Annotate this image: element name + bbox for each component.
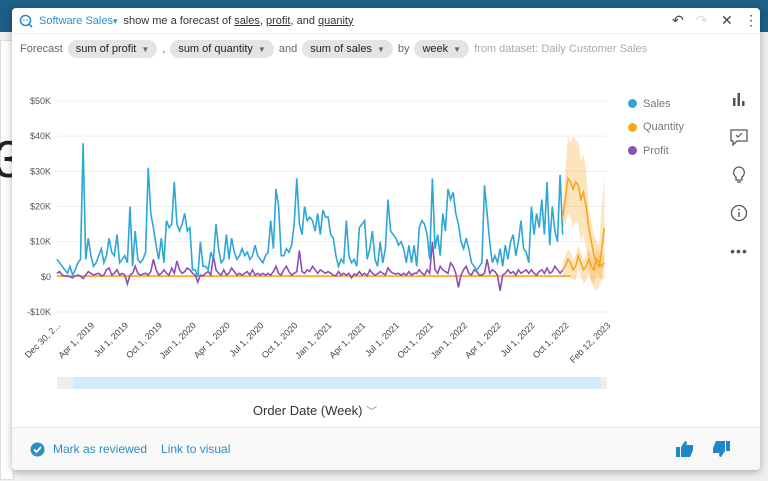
- query-text[interactable]: show me a forecast of sales, profit, and…: [124, 15, 354, 27]
- x-tick-label: Feb 12, 2023: [568, 320, 613, 365]
- redo-icon[interactable]: ↷: [696, 12, 708, 28]
- close-icon[interactable]: ✕: [721, 12, 733, 28]
- query-bar[interactable]: Software Sales▾ show me a forecast of sa…: [12, 8, 760, 34]
- by-label: by: [397, 43, 410, 55]
- side-toolbar: •••: [728, 80, 750, 270]
- dialog-footer: Mark as reviewed Link to visual: [12, 427, 760, 470]
- query-term-sales[interactable]: sales: [234, 14, 260, 27]
- legend-item-quantity[interactable]: Quantity: [628, 116, 684, 140]
- q-answer-dialog: Software Sales▾ show me a forecast of sa…: [12, 8, 760, 470]
- dataset-name: Software Sales: [39, 14, 113, 27]
- scrollbar-thumb[interactable]: [73, 377, 601, 389]
- series-line-sales: [56, 143, 564, 278]
- comma-separator: ,: [162, 43, 166, 55]
- check-circle-icon[interactable]: [30, 442, 45, 457]
- legend-swatch: [628, 99, 637, 109]
- comment-check-icon[interactable]: [728, 118, 750, 156]
- q-search-icon: [19, 14, 33, 28]
- legend-swatch: [628, 146, 637, 156]
- query-sep: , and: [290, 14, 318, 27]
- y-tick-label: $30K: [30, 166, 51, 176]
- caret-down-icon: ▾: [112, 15, 118, 26]
- y-tick-label: $20K: [30, 202, 51, 212]
- mark-as-reviewed-link[interactable]: Mark as reviewed: [53, 442, 148, 456]
- caret-down-icon: ▼: [257, 44, 266, 54]
- dataset-note: from dataset: Daily Customer Sales: [474, 43, 648, 55]
- pill-sum-of-quantity[interactable]: sum of quantity ▼: [170, 40, 274, 58]
- chart-legend: Sales Quantity Profit: [628, 92, 684, 163]
- y-tick-label: $50K: [30, 96, 51, 106]
- more-vertical-icon[interactable]: ⋮: [744, 12, 758, 28]
- pill-label: sum of sales: [310, 43, 372, 55]
- x-tick-label: Oct 1, 2022: [531, 320, 571, 360]
- caret-down-icon: ▼: [453, 44, 462, 54]
- y-tick-label: $10K: [30, 237, 51, 247]
- forecast-filter-row: Forecast sum of profit ▼ , sum of quantit…: [20, 40, 647, 58]
- query-sep: ,: [259, 14, 266, 27]
- legend-item-profit[interactable]: Profit: [628, 139, 684, 163]
- dataset-selector[interactable]: Software Sales▾: [39, 15, 118, 27]
- thumbs-up-icon[interactable]: [676, 441, 694, 457]
- axis-title-label: Order Date (Week): [252, 403, 363, 418]
- pill-sum-of-sales[interactable]: sum of sales ▼: [302, 40, 393, 58]
- x-tick-label: Apr 1, 2022: [463, 320, 503, 360]
- pill-label: week: [422, 43, 449, 55]
- legend-label: Quantity: [643, 121, 684, 134]
- link-to-visual-link[interactable]: Link to visual: [161, 442, 231, 456]
- x-axis-title[interactable]: Order Date (Week) ﹀: [12, 403, 618, 419]
- query-prefix: show me a forecast of: [123, 14, 235, 27]
- thumbs-down-icon[interactable]: [712, 441, 730, 457]
- y-tick-label: $0: [41, 272, 51, 282]
- legend-swatch: [628, 122, 637, 132]
- query-term-profit[interactable]: profit: [266, 14, 291, 27]
- legend-item-sales[interactable]: Sales: [628, 92, 684, 116]
- forecast-label: Forecast: [20, 43, 63, 55]
- series-line-profit: [56, 241, 564, 292]
- undo-icon[interactable]: ↶: [672, 12, 684, 28]
- forecast-line: [561, 176, 606, 269]
- more-icon[interactable]: •••: [730, 243, 748, 259]
- chevron-down-icon[interactable]: ﹀: [366, 406, 378, 418]
- x-tick-label: Apr 1, 2020: [192, 320, 232, 360]
- forecast-confidence-band: [562, 245, 605, 284]
- pill-sum-of-profit[interactable]: sum of profit ▼: [67, 40, 158, 58]
- pill-week[interactable]: week ▼: [414, 40, 470, 58]
- bar-chart-icon[interactable]: [728, 80, 750, 118]
- info-icon[interactable]: [728, 194, 750, 232]
- y-tick-label: $40K: [30, 131, 51, 141]
- legend-label: Sales: [643, 97, 671, 110]
- x-tick-label: Apr 1, 2019: [56, 320, 96, 360]
- caret-down-icon: ▼: [376, 44, 385, 54]
- pill-label: sum of quantity: [178, 43, 253, 55]
- y-tick-label: -$10K: [27, 307, 51, 317]
- forecast-line: [562, 252, 606, 272]
- lightbulb-icon[interactable]: [728, 156, 750, 194]
- and-label: and: [278, 43, 298, 55]
- caret-down-icon: ▼: [141, 44, 150, 54]
- legend-label: Profit: [643, 144, 669, 157]
- query-term-quantity[interactable]: quanity: [318, 14, 354, 27]
- x-tick-label: Apr 1, 2021: [327, 320, 367, 360]
- pill-label: sum of profit: [75, 43, 137, 55]
- chart-range-scrollbar[interactable]: [57, 377, 607, 389]
